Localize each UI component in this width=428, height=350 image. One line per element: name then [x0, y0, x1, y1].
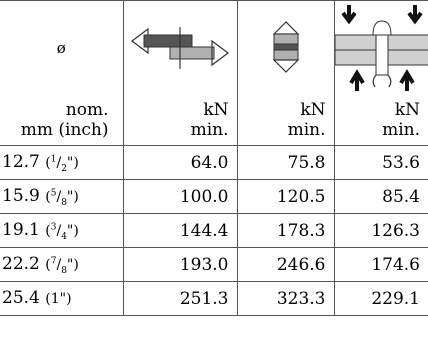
- diameter-cell: 12.7 (1/2"): [0, 145, 123, 180]
- icon-header-row: ø: [0, 0, 428, 95]
- shear-icon: [131, 27, 229, 69]
- rivet-value: 85.4: [333, 179, 428, 214]
- rivet-value: 126.3: [333, 213, 428, 248]
- tensile-value: 323.3: [236, 281, 334, 316]
- tensile-value: 75.8: [236, 145, 334, 180]
- shear-value: 144.4: [122, 213, 237, 248]
- shear-header: [122, 0, 237, 95]
- rivet-header: [333, 0, 428, 95]
- diameter-cell: 25.4 (1"): [0, 281, 123, 316]
- tensile-unit: kN min.: [236, 95, 334, 146]
- diameter-header: ø: [0, 0, 123, 95]
- diameter-cell: 22.2 (7/8"): [0, 247, 123, 282]
- shear-value: 100.0: [122, 179, 237, 214]
- table-row: 22.2 (7/8") 193.0 246.6 174.6: [0, 247, 428, 282]
- rivet-value: 53.6: [333, 145, 428, 180]
- shear-value: 193.0: [122, 247, 237, 282]
- rivet-value: 229.1: [333, 281, 428, 316]
- table-row: 15.9 (5/8") 100.0 120.5 85.4: [0, 179, 428, 214]
- shear-value: 251.3: [122, 281, 237, 316]
- diameter-unit-header: nom. mm (inch): [0, 95, 123, 146]
- unit-header-row: nom. mm (inch) kN min. kN min. kN min.: [0, 95, 428, 146]
- rivet-value: 174.6: [333, 247, 428, 282]
- tensile-header: [236, 0, 334, 95]
- rivet-pull-icon: [334, 5, 428, 91]
- rivet-unit: kN min.: [333, 95, 428, 146]
- tensile-value: 120.5: [236, 179, 334, 214]
- table-row: 25.4 (1") 251.3 323.3 229.1: [0, 281, 428, 316]
- tensile-value: 178.3: [236, 213, 334, 248]
- diameter-cell: 15.9 (5/8"): [0, 179, 123, 214]
- strength-table: ø: [0, 0, 428, 316]
- tensile-value: 246.6: [236, 247, 334, 282]
- table-row: 12.7 (1/2") 64.0 75.8 53.6: [0, 145, 428, 180]
- diameter-symbol: ø: [56, 39, 66, 57]
- table-row: 19.1 (3/4") 144.4 178.3 126.3: [0, 213, 428, 248]
- diameter-cell: 19.1 (3/4"): [0, 213, 123, 248]
- shear-value: 64.0: [122, 145, 237, 180]
- tensile-icon: [272, 21, 299, 73]
- shear-unit: kN min.: [122, 95, 237, 146]
